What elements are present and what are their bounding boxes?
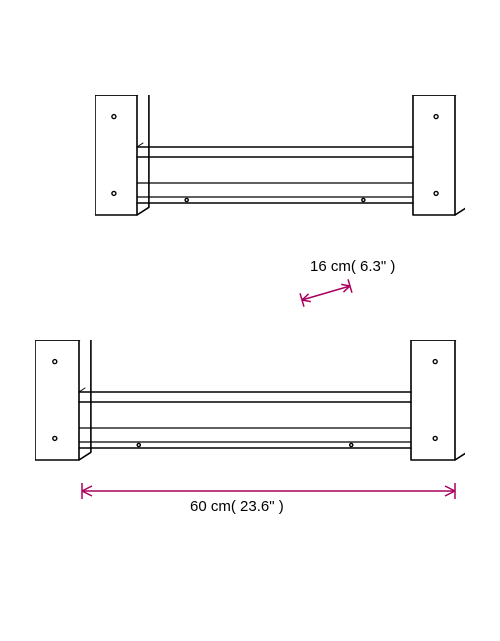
diagram-canvas: { "type": "technical-dimension-diagram",… — [0, 0, 500, 641]
width-label: 60 cm( 23.6" ) — [190, 498, 284, 515]
shelf-upper — [95, 95, 465, 235]
shelf-lower — [35, 340, 465, 480]
depth-label: 16 cm( 6.3" ) — [310, 258, 395, 275]
